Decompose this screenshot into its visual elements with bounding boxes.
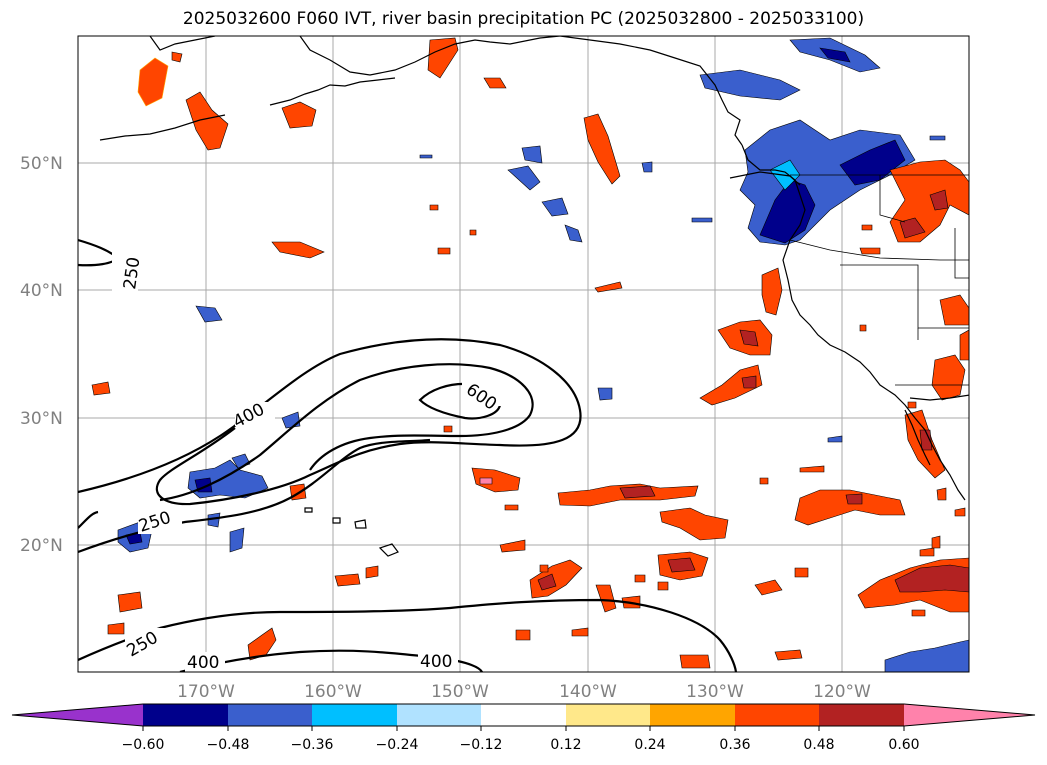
- lat-label: 20°N: [20, 536, 63, 556]
- colorbar-segment: [735, 704, 819, 726]
- colorbar-segment: [143, 704, 228, 726]
- colorbar-segment: [650, 704, 735, 726]
- lon-label: 150°W: [431, 682, 489, 702]
- colorbar-tick-label: −0.60: [122, 737, 165, 753]
- colorbar-tick-label: 0.36: [719, 737, 750, 753]
- contour-label-250-top: 250: [120, 256, 144, 291]
- negative-precip-regions: [117, 37, 969, 672]
- colorbar-tick-label: 0.60: [888, 737, 919, 753]
- latitude-labels: 50°N 40°N 30°N 20°N: [20, 154, 63, 556]
- colorbar-segment: [228, 704, 312, 726]
- contour-label-400-bottom-left: 400: [187, 653, 219, 673]
- colorbar-tick-label: −0.36: [291, 737, 334, 753]
- colorbar: −0.60 −0.48 −0.36 −0.24 −0.12 0.12 0.24 …: [11, 703, 1036, 753]
- map-panel: 250 400 600 250 250 400 400: [78, 36, 969, 673]
- colorbar-tick-label: 0.24: [634, 737, 665, 753]
- positive-precip-regions: [91, 37, 969, 669]
- lat-label: 40°N: [20, 281, 63, 301]
- map-frame: [77, 35, 970, 673]
- lat-label: 30°N: [20, 409, 63, 429]
- colorbar-extend-right: [904, 704, 1035, 726]
- colorbar-segment: [566, 704, 650, 726]
- lon-label: 140°W: [559, 682, 617, 702]
- longitude-labels: 170°W 160°W 150°W 140°W 130°W 120°W: [177, 682, 871, 702]
- political-borders: [789, 174, 969, 400]
- colorbar-segment: [397, 704, 481, 726]
- lon-label: 130°W: [686, 682, 744, 702]
- colorbar-tick-label: 0.48: [803, 737, 834, 753]
- colorbar-tick-label: −0.12: [460, 737, 503, 753]
- lon-label: 170°W: [177, 682, 235, 702]
- lon-label: 120°W: [813, 682, 871, 702]
- colorbar-segment: [481, 704, 566, 726]
- colorbar-segment: [819, 704, 904, 726]
- lat-label: 50°N: [20, 154, 63, 174]
- map-title: 2025032600 F060 IVT, river basin precipi…: [182, 9, 865, 29]
- colorbar-tick-label: 0.12: [550, 737, 581, 753]
- ivt-contour-labels: 250 400 600 250 250 400 400: [112, 252, 506, 673]
- contour-label-400-bottom-right: 400: [420, 652, 452, 672]
- colorbar-extend-left: [12, 704, 143, 726]
- lon-label: 160°W: [304, 682, 362, 702]
- coastlines: [99, 36, 969, 557]
- colorbar-tick-label: −0.24: [376, 737, 419, 753]
- colorbar-tick-label: −0.48: [207, 737, 250, 753]
- colorbar-segment: [312, 704, 397, 726]
